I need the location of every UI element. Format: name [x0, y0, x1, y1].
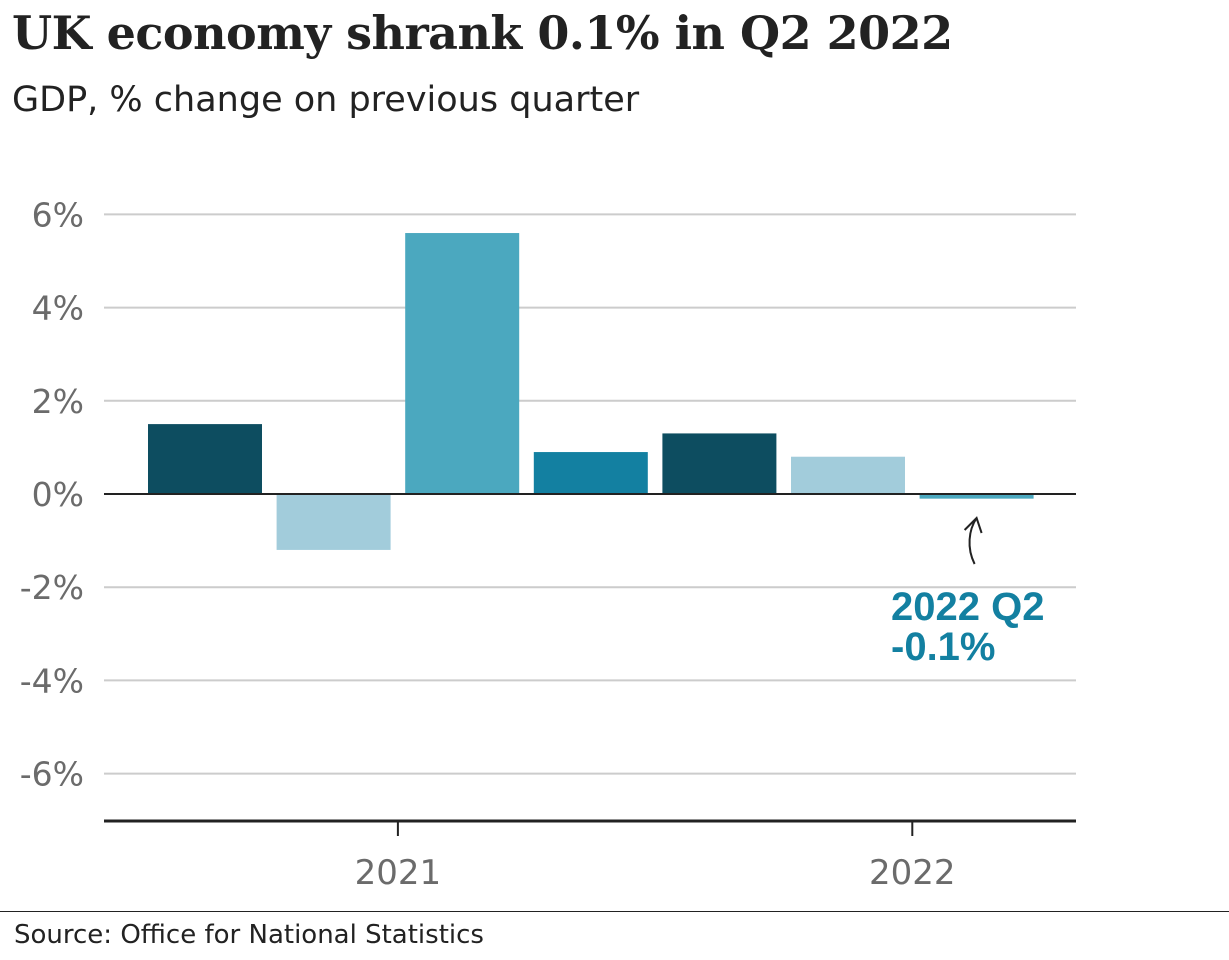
- annotation-label: 2022 Q2: [891, 585, 1044, 629]
- y-tick-label: 0%: [32, 475, 84, 514]
- chart-subtitle: GDP, % change on previous quarter: [12, 80, 640, 120]
- chart-title: UK economy shrank 0.1% in Q2 2022: [12, 6, 953, 60]
- source-note: Source: Office for National Statistics: [14, 920, 484, 950]
- y-axis-ticks: 6% 4% 2% 0% -2% -4% -6%: [20, 195, 84, 793]
- annotation-arrowhead: [963, 516, 983, 534]
- y-tick-label: -6%: [20, 755, 84, 794]
- x-tick-label: 2022: [869, 853, 956, 893]
- bar-2021-q4: [533, 452, 648, 494]
- source-divider: [0, 911, 1229, 912]
- bar-2021-q2: [276, 494, 391, 550]
- bar-2021-q1: [148, 424, 262, 494]
- bar-2022-q3: [919, 494, 1034, 499]
- y-tick-label: 4%: [32, 289, 84, 328]
- bar-2021-q3: [405, 233, 520, 495]
- x-tick-label: 2021: [355, 853, 442, 893]
- y-tick-label: -4%: [20, 661, 84, 700]
- bar-2022-q1: [662, 433, 777, 494]
- annotation-label: -0.1%: [891, 625, 996, 669]
- bar-2022-q2: [791, 456, 905, 494]
- gdp-bar-chart: 6% 4% 2% 0% -2% -4% -6% 2021 2022 2022 Q2-0.1%: [20, 195, 1076, 893]
- x-axis: 2021 2022: [104, 493, 1076, 893]
- gridlines: [104, 213, 1076, 775]
- bars: [148, 233, 1034, 550]
- annotation: 2022 Q2-0.1%: [891, 516, 1044, 669]
- y-tick-label: -2%: [20, 568, 84, 607]
- y-tick-label: 6%: [32, 195, 84, 234]
- y-tick-label: 2%: [32, 382, 84, 421]
